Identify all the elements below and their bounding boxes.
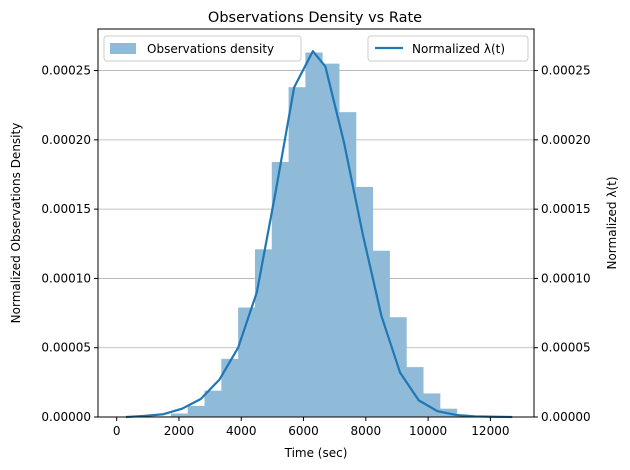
- legend-right-label: Normalized λ(t): [412, 42, 505, 56]
- y-right-tick-label-3: 0.00015: [541, 202, 591, 216]
- y-left-tick-label-4: 0.00020: [41, 133, 91, 147]
- histogram-bar-12: [355, 186, 374, 417]
- y-axis-left: 0.00000 0.00005 0.00010 0.00015 0.00020 0.000…: [41, 64, 98, 424]
- y-axis-right-label: Normalized λ(t): [605, 176, 619, 269]
- x-tick-label-2: 4000: [226, 424, 257, 438]
- histogram-bar-1: [170, 413, 189, 417]
- histogram-bar-3: [204, 390, 222, 417]
- y-axis-right: 0.00000 0.00005 0.00010 0.00015 0.00020 0.000…: [534, 64, 591, 424]
- y-right-tick-label-1: 0.00005: [541, 341, 591, 355]
- histogram-bar-6: [254, 249, 273, 417]
- legend-left-box: [103, 35, 302, 62]
- histogram-bar-4: [221, 358, 239, 417]
- x-axis: 0 2000 4000 6000 8000 10000 12000: [113, 417, 509, 438]
- x-tick-label-3: 6000: [288, 424, 319, 438]
- histogram-bar-15: [406, 367, 424, 417]
- histogram-bar-9: [305, 52, 323, 418]
- y-right-tick-label-0: 0.00000: [541, 410, 591, 424]
- y-left-tick-label-2: 0.00010: [41, 271, 91, 285]
- rate-line-layer: [125, 50, 513, 419]
- histogram-bar-11: [339, 112, 357, 418]
- y-right-tick-label-4: 0.00020: [541, 133, 591, 147]
- x-tick-label-4: 8000: [351, 424, 382, 438]
- legend-right-box: [367, 35, 529, 62]
- x-axis-label: Time (sec): [284, 446, 348, 460]
- x-tick-label-0: 0: [113, 424, 121, 438]
- histogram-bars: [154, 52, 474, 418]
- chart-title: Observations Density vs Rate: [208, 10, 422, 26]
- legend-right: Normalized λ(t): [367, 35, 529, 62]
- histogram-bar-8: [288, 87, 306, 417]
- legend-left-swatch: [110, 43, 136, 54]
- histogram-bar-2: [187, 405, 205, 417]
- series-line-0: [125, 50, 513, 419]
- legend-left: Observations density: [103, 35, 302, 62]
- y-left-tick-label-1: 0.00005: [41, 341, 91, 355]
- y-left-tick-label-5: 0.00025: [41, 64, 91, 78]
- histogram-bar-7: [271, 162, 289, 417]
- y-right-tick-label-2: 0.00010: [541, 271, 591, 285]
- x-tick-label-6: 12000: [471, 424, 509, 438]
- x-tick-label-1: 2000: [164, 424, 195, 438]
- x-tick-label-5: 10000: [409, 424, 447, 438]
- histogram-bar-10: [322, 63, 340, 418]
- legend-left-label: Observations density: [147, 42, 274, 56]
- y-left-tick-label-3: 0.00015: [41, 202, 91, 216]
- y-axis-left-label: Normalized Observations Density: [9, 123, 23, 324]
- plot-frame: [97, 28, 535, 418]
- y-left-tick-label-0: 0.00000: [41, 410, 91, 424]
- y-right-tick-label-5: 0.00025: [541, 64, 591, 78]
